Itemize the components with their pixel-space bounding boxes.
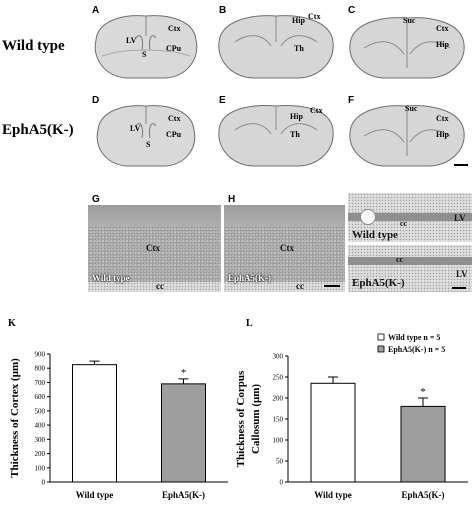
y-axis-title: Callosum (μm) xyxy=(250,384,262,454)
micrograph-i: cc LV Wild type xyxy=(348,193,472,242)
scale-bar-j xyxy=(452,287,466,289)
y-axis-title: Thickness of Corpus xyxy=(235,370,247,467)
panel-label-b: B xyxy=(219,5,227,16)
brain-section-f xyxy=(349,105,465,167)
chart-panel-label: K xyxy=(8,318,16,329)
y-tick-label: 300 xyxy=(35,436,46,444)
row-label-wild-type: Wild type xyxy=(2,38,65,54)
label-a-lv: LV xyxy=(126,36,137,45)
bar-epha5 xyxy=(400,405,446,483)
y-tick-label: 600 xyxy=(35,393,46,401)
y-tick-label: 0 xyxy=(280,479,284,487)
brain-section-a xyxy=(94,15,198,79)
y-tick-label: 500 xyxy=(35,407,46,415)
x-category-label: EphA5(K-) xyxy=(162,490,205,500)
significance-marker: * xyxy=(420,386,426,398)
label-d-lv: LV xyxy=(130,124,141,133)
y-tick-label: 150 xyxy=(273,416,284,424)
label-i-cc: cc xyxy=(400,219,408,228)
legend-swatch xyxy=(377,333,385,341)
label-c-suc: Suc xyxy=(403,16,416,25)
bar-wild-type xyxy=(72,364,117,483)
label-a-s: S xyxy=(142,50,147,59)
panel-label-g: G xyxy=(92,194,100,205)
label-e-ctx: Ctx xyxy=(310,106,323,115)
legend-swatch xyxy=(377,345,385,353)
chart-l: L 0 50 100 150 200 250 300 Thickness of Corpus Ca… xyxy=(235,318,468,500)
micrograph-j: cc LV EphA5(K-) xyxy=(348,245,472,292)
brain-section-d xyxy=(96,105,196,167)
y-tick-label: 400 xyxy=(35,422,46,430)
brain-section-c xyxy=(349,17,465,79)
panel-label-f: F xyxy=(348,95,355,106)
y-tick-label: 100 xyxy=(273,437,284,445)
label-g-cc: cc xyxy=(156,281,164,291)
label-g-ctx: Ctx xyxy=(146,243,160,253)
label-h-epha5: EphA5(K-) xyxy=(228,273,272,283)
panel-label-d: D xyxy=(92,95,100,106)
y-tick-label: 700 xyxy=(35,379,46,387)
panel-label-e: E xyxy=(219,95,226,106)
label-f-ctx: Ctx xyxy=(436,114,449,123)
legend-entry: Wild type n = 5 xyxy=(388,333,440,342)
label-b-th: Th xyxy=(294,44,304,53)
y-tick-label: 50 xyxy=(276,458,284,466)
label-d-ctx: Ctx xyxy=(168,114,181,123)
legend-entry: EphA5(K-) n = 5 xyxy=(388,345,445,354)
y-tick-label: 900 xyxy=(35,351,46,359)
label-h-ctx: Ctx xyxy=(280,243,294,253)
label-d-s: S xyxy=(146,140,151,149)
label-e-th: Th xyxy=(290,130,300,139)
brain-section-b xyxy=(218,15,334,79)
y-tick-label: 0 xyxy=(42,479,46,487)
chart-k: K 0 100 200 300 400 500 600 700 800 900 Thickness o… xyxy=(8,318,228,500)
y-tick-label: 100 xyxy=(35,464,46,472)
label-b-hip: Hip xyxy=(292,16,305,25)
y-tick-label: 200 xyxy=(273,395,284,403)
panel-label-h: H xyxy=(228,194,236,205)
significance-marker: * xyxy=(181,367,187,379)
label-c-hip: Hip xyxy=(436,40,449,49)
y-tick-label: 250 xyxy=(273,374,284,382)
chart-panel-label: L xyxy=(246,318,253,329)
x-category-label: Wild type xyxy=(314,490,352,500)
label-i-wildtype: Wild type xyxy=(352,229,398,241)
scale-bar-h xyxy=(324,285,340,287)
panel-label-a: A xyxy=(92,5,100,16)
label-a-cpu: CPu xyxy=(166,44,182,53)
label-c-ctx: Ctx xyxy=(436,24,449,33)
y-axis-title: Thickness of Cortex (μm) xyxy=(9,358,21,478)
label-a-ctx: Ctx xyxy=(168,24,181,33)
x-category-label: Wild type xyxy=(76,490,114,500)
label-j-epha5: EphA5(K-) xyxy=(352,277,405,289)
label-i-lv: LV xyxy=(454,213,466,223)
label-j-cc: cc xyxy=(396,255,404,264)
label-f-hip: Hip xyxy=(436,130,449,139)
micrograph-h: Ctx EphA5(K-) cc xyxy=(224,205,345,292)
scale-bar-f xyxy=(454,164,468,166)
x-category-label: EphA5(K-) xyxy=(401,490,444,500)
label-j-lv: LV xyxy=(456,269,468,279)
panel-label-c: C xyxy=(348,5,356,16)
bar-epha5 xyxy=(161,383,206,483)
label-g-wildtype: Wild type xyxy=(92,273,130,283)
y-tick-label: 300 xyxy=(273,353,284,361)
bar-wild-type xyxy=(310,382,356,483)
label-f-suc: Suc xyxy=(405,104,418,113)
y-tick-label: 200 xyxy=(35,450,46,458)
micrograph-g: Ctx Wild type cc xyxy=(88,205,221,292)
brain-section-e xyxy=(218,105,334,167)
label-d-cpu: CPu xyxy=(166,130,182,139)
row-label-epha5: EphA5(K-) xyxy=(2,122,74,138)
label-h-cc: cc xyxy=(296,281,304,291)
label-b-ctx: Ctx xyxy=(308,12,321,21)
label-e-hip: Hip xyxy=(290,112,303,121)
y-tick-label: 800 xyxy=(35,365,46,373)
